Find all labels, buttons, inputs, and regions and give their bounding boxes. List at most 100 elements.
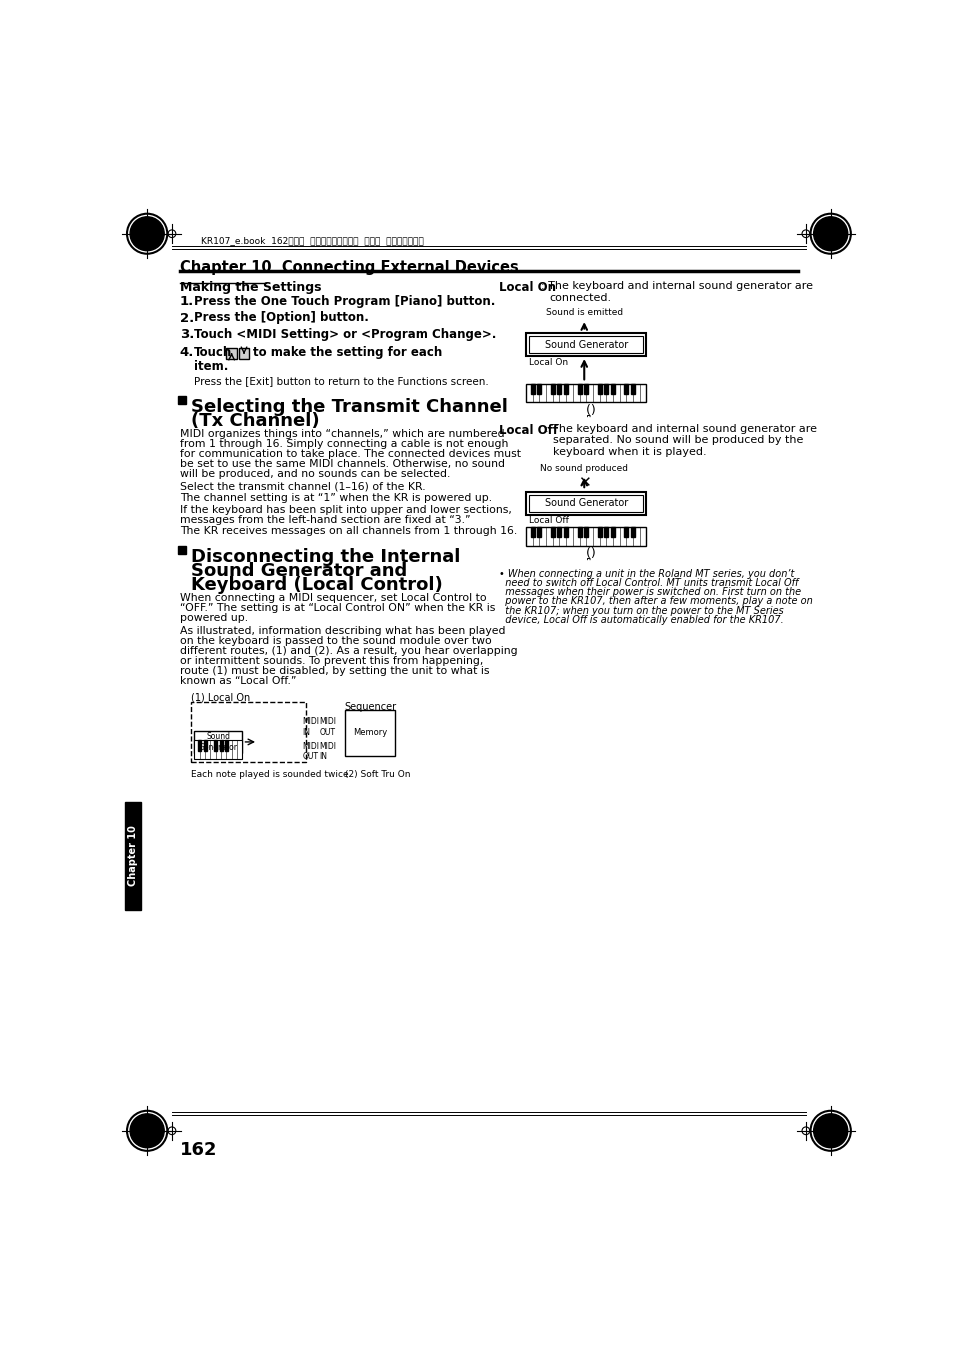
Bar — [623, 527, 628, 538]
Text: messages when their power is switched on. First turn on the: messages when their power is switched on… — [498, 588, 801, 597]
Text: powered up.: powered up. — [179, 612, 248, 623]
Text: Touch <MIDI Setting> or <Program Change>.: Touch <MIDI Setting> or <Program Change>… — [193, 328, 496, 340]
Text: The channel setting is at “1” when the KR is powered up.: The channel setting is at “1” when the K… — [179, 493, 492, 503]
Bar — [583, 527, 588, 538]
Text: Press the [Option] button.: Press the [Option] button. — [193, 312, 368, 324]
Text: 1.: 1. — [179, 296, 193, 308]
Bar — [238, 347, 249, 359]
Text: Sequencer: Sequencer — [344, 703, 396, 712]
Bar — [192, 703, 306, 762]
Bar — [583, 384, 588, 394]
Text: Local Off: Local Off — [498, 424, 558, 436]
Text: MIDI
IN: MIDI IN — [319, 742, 335, 762]
Text: Sound
Generator: Sound Generator — [199, 732, 237, 751]
Bar — [630, 527, 635, 538]
Bar — [194, 731, 242, 753]
Text: the KR107; when you turn on the power to the MT Series: the KR107; when you turn on the power to… — [498, 605, 783, 616]
Bar — [178, 396, 186, 404]
Bar — [219, 740, 222, 751]
Bar — [577, 527, 581, 538]
Circle shape — [130, 216, 164, 251]
Text: MIDI
OUT: MIDI OUT — [302, 742, 319, 762]
Bar — [194, 740, 242, 759]
Text: Sound is emitted: Sound is emitted — [545, 308, 622, 317]
Bar — [630, 384, 635, 394]
Text: KR107_e.book  162ページ  ２００５年８月３日  水曜日  午前９時３６分: KR107_e.book 162ページ ２００５年８月３日 水曜日 午前９時３６… — [200, 236, 423, 245]
Text: If the keyboard has been split into upper and lower sections,: If the keyboard has been split into uppe… — [179, 505, 511, 515]
Text: Press the One Touch Program [Piano] button.: Press the One Touch Program [Piano] butt… — [193, 296, 495, 308]
Text: • When connecting a unit in the Roland MT series, you don’t: • When connecting a unit in the Roland M… — [498, 569, 794, 578]
Bar — [623, 384, 628, 394]
Text: known as “Local Off.”: known as “Local Off.” — [179, 677, 295, 686]
Bar — [344, 709, 395, 755]
Text: Local On: Local On — [498, 281, 556, 295]
Text: Chapter 10: Chapter 10 — [128, 825, 138, 886]
Bar — [525, 384, 645, 403]
Bar — [125, 802, 141, 909]
Bar — [537, 527, 541, 538]
Bar — [178, 546, 186, 554]
Bar — [610, 527, 615, 538]
Text: Keyboard (Local Control): Keyboard (Local Control) — [191, 576, 442, 593]
Text: : The keyboard and internal sound generator are: : The keyboard and internal sound genera… — [545, 424, 817, 434]
Text: The KR receives messages on all channels from 1 through 16.: The KR receives messages on all channels… — [179, 527, 517, 536]
Bar — [198, 740, 201, 751]
Bar — [550, 527, 555, 538]
Bar — [603, 384, 608, 394]
Text: MIDI
OUT: MIDI OUT — [319, 717, 335, 736]
Bar — [225, 740, 228, 751]
Text: device, Local Off is automatically enabled for the KR107.: device, Local Off is automatically enabl… — [498, 615, 783, 626]
Bar — [214, 740, 217, 751]
Text: Each note played is sounded twice: Each note played is sounded twice — [192, 770, 349, 778]
Text: : The keyboard and internal sound generator are: : The keyboard and internal sound genera… — [540, 281, 812, 292]
Circle shape — [813, 1113, 847, 1148]
Text: (̪): (̪) — [586, 404, 597, 417]
Text: Making the Settings: Making the Settings — [179, 281, 321, 295]
Bar — [529, 494, 642, 512]
Text: ✕: ✕ — [578, 476, 590, 490]
Text: 2.: 2. — [179, 312, 193, 324]
Text: or intermittent sounds. To prevent this from happening,: or intermittent sounds. To prevent this … — [179, 657, 482, 666]
Bar — [557, 384, 561, 394]
Text: Memory: Memory — [353, 728, 387, 738]
Text: (Tx Channel): (Tx Channel) — [191, 412, 319, 430]
Text: Sound Generator: Sound Generator — [544, 339, 627, 350]
Bar — [530, 527, 535, 538]
Text: Disconnecting the Internal: Disconnecting the Internal — [191, 549, 459, 566]
Text: to make the setting for each: to make the setting for each — [253, 346, 441, 359]
Text: When connecting a MIDI sequencer, set Local Control to: When connecting a MIDI sequencer, set Lo… — [179, 593, 486, 603]
Text: messages from the left-hand section are fixed at “3.”: messages from the left-hand section are … — [179, 515, 470, 524]
Bar — [537, 384, 541, 394]
Text: As illustrated, information describing what has been played: As illustrated, information describing w… — [179, 627, 505, 636]
Text: Touch: Touch — [193, 346, 232, 359]
Bar — [563, 527, 568, 538]
Bar — [203, 740, 207, 751]
Bar — [557, 527, 561, 538]
Text: 3.: 3. — [179, 328, 193, 340]
Text: connected.: connected. — [549, 293, 611, 303]
Text: Select the transmit channel (1–16) of the KR.: Select the transmit channel (1–16) of th… — [179, 482, 425, 492]
Text: 162: 162 — [179, 1142, 217, 1159]
Bar — [597, 384, 601, 394]
Text: Sound Generator: Sound Generator — [544, 499, 627, 508]
Text: be set to use the same MIDI channels. Otherwise, no sound: be set to use the same MIDI channels. Ot… — [179, 458, 504, 469]
Bar — [603, 527, 608, 538]
Text: Local Off: Local Off — [529, 516, 569, 526]
Circle shape — [813, 216, 847, 251]
Text: separated. No sound will be produced by the: separated. No sound will be produced by … — [553, 435, 802, 446]
Text: for communication to take place. The connected devices must: for communication to take place. The con… — [179, 449, 520, 458]
Text: from 1 through 16. Simply connecting a cable is not enough: from 1 through 16. Simply connecting a c… — [179, 439, 508, 449]
Bar — [530, 384, 535, 394]
Text: on the keyboard is passed to the sound module over two: on the keyboard is passed to the sound m… — [179, 636, 491, 646]
Text: Sound Generator and: Sound Generator and — [191, 562, 406, 580]
Text: (2) Soft Tru On: (2) Soft Tru On — [344, 770, 410, 778]
Bar — [577, 384, 581, 394]
Text: No sound produced: No sound produced — [539, 463, 628, 473]
Text: MIDI organizes things into “channels,” which are numbered: MIDI organizes things into “channels,” w… — [179, 428, 504, 439]
Text: (1) Local On: (1) Local On — [192, 693, 251, 703]
Text: (̪): (̪) — [586, 547, 597, 561]
Bar — [525, 334, 645, 357]
Bar — [597, 527, 601, 538]
Text: different routes, (1) and (2). As a result, you hear overlapping: different routes, (1) and (2). As a resu… — [179, 646, 517, 657]
Bar — [525, 527, 645, 546]
